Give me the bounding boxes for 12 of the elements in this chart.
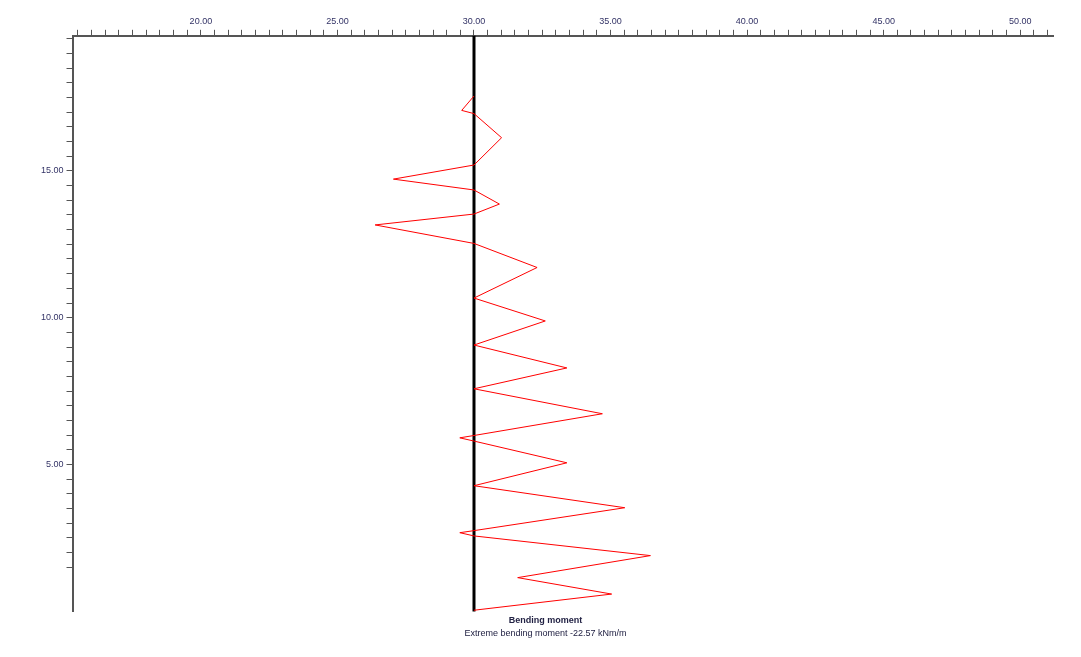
text: Bending moment xyxy=(508,615,583,626)
x-tick-label: 30.00 xyxy=(462,15,486,26)
x-tick-label: 35.00 xyxy=(599,15,622,26)
x-tick-label: 45.00 xyxy=(872,15,895,26)
y-tick-label: 15.00 xyxy=(40,165,64,176)
x-tick-label: 40.00 xyxy=(735,15,759,26)
y-tick-label: 5.00 xyxy=(45,459,64,470)
y-tick-label: 10.00 xyxy=(40,312,64,323)
x-tick-label: 50.00 xyxy=(1008,15,1032,26)
x-tick-label: 20.00 xyxy=(189,15,213,26)
x-tick-label: 25.00 xyxy=(326,15,349,26)
text: Extreme bending moment -22.57 kNm/m xyxy=(464,628,627,639)
